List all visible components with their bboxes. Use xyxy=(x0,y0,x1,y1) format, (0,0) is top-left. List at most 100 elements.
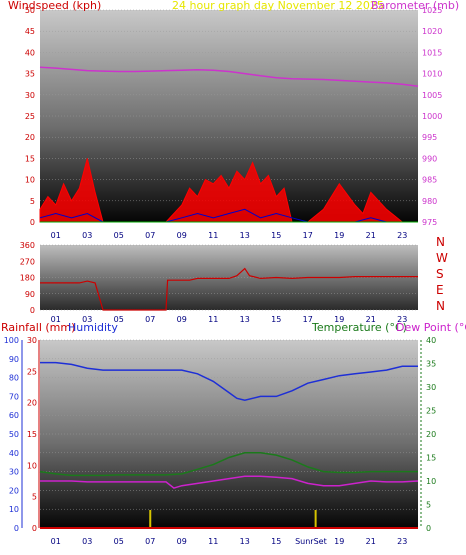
baro-right-tick-1005: 1005 xyxy=(422,91,442,100)
climate-x-tick-19: 19 xyxy=(334,537,344,546)
climate-axes: 0102030405060708090100051015202530051015… xyxy=(4,336,436,546)
wind-left-tick-30: 30 xyxy=(25,91,35,100)
dir-x-tick-01: 01 xyxy=(51,315,61,324)
compass-label-0: N xyxy=(436,235,445,249)
wind-left-tick-10: 10 xyxy=(25,176,35,185)
dir-x-tick-19: 19 xyxy=(334,315,344,324)
wind-x-tick-11: 11 xyxy=(208,231,218,240)
baro-right-tick-980: 980 xyxy=(422,197,437,206)
temp-tick-35: 35 xyxy=(426,360,436,369)
humidity-tick-90: 90 xyxy=(9,355,19,364)
compass-label-1: W xyxy=(436,251,448,265)
climate-x-tick-03: 03 xyxy=(82,537,92,546)
rain-tick-5: 5 xyxy=(32,493,37,502)
dir-x-tick-23: 23 xyxy=(397,315,407,324)
wind-x-tick-13: 13 xyxy=(240,231,250,240)
humidity-tick-0: 0 xyxy=(14,524,19,533)
temperature-label: Temperature (°C) xyxy=(311,321,407,334)
temp-tick-0: 0 xyxy=(426,524,431,533)
rain-tick-0: 0 xyxy=(32,524,37,533)
humidity-tick-60: 60 xyxy=(9,411,19,420)
dir-x-tick-05: 05 xyxy=(114,315,124,324)
dir-left-tick-0: 0 xyxy=(30,306,35,315)
wind-x-tick-09: 09 xyxy=(177,231,187,240)
baro-right-tick-1010: 1010 xyxy=(422,70,442,79)
compass-label-4: N xyxy=(436,299,445,313)
temperature-series xyxy=(39,452,418,477)
humidity-series xyxy=(40,361,418,401)
rain-tick-15: 15 xyxy=(27,430,37,439)
baro-right-tick-1015: 1015 xyxy=(422,48,442,57)
wind-left-tick-35: 35 xyxy=(25,70,35,79)
baro-right-tick-985: 985 xyxy=(422,176,437,185)
wind-speed-label: Windspeed (kph) xyxy=(8,0,101,12)
sun-label: SunrSet xyxy=(295,537,327,546)
wind-x-tick-19: 19 xyxy=(334,231,344,240)
dir-x-tick-21: 21 xyxy=(366,315,376,324)
dir-x-tick-15: 15 xyxy=(271,315,281,324)
wind-x-tick-15: 15 xyxy=(271,231,281,240)
humidity-tick-10: 10 xyxy=(9,505,19,514)
temp-tick-20: 20 xyxy=(426,430,436,439)
wind-left-tick-0: 0 xyxy=(30,218,35,227)
direction-series xyxy=(40,267,418,311)
compass-label-3: E xyxy=(436,283,444,297)
baro-right-tick-1025: 1025 xyxy=(422,6,442,15)
climate-x-tick-07: 07 xyxy=(145,537,155,546)
direction-axes: 0 90 180 270 360 01 03 05 07 09 11 13 15 17 19 21 23 xyxy=(20,241,408,324)
temp-tick-25: 25 xyxy=(426,407,436,416)
wind-left-tick-15: 15 xyxy=(25,154,35,163)
rain-tick-30: 30 xyxy=(27,336,37,345)
humidity-tick-30: 30 xyxy=(9,468,19,477)
dir-x-tick-03: 03 xyxy=(82,315,92,324)
wind-direction-series xyxy=(40,267,418,311)
dew-point-label: Dew Point (°C) xyxy=(396,321,466,334)
climate-x-tick-13: 13 xyxy=(240,537,250,546)
temp-tick-40: 40 xyxy=(426,336,436,345)
wind-x-tick-21: 21 xyxy=(366,231,376,240)
compass-label-2: S xyxy=(436,267,444,281)
dir-left-tick-360: 360 xyxy=(20,241,35,250)
dir-left-tick-180: 180 xyxy=(20,274,35,283)
humidity-label: Humidity xyxy=(68,321,118,334)
wind-speed-series xyxy=(39,158,418,223)
wind-x-tick-07: 07 xyxy=(145,231,155,240)
wind-left-tick-45: 45 xyxy=(25,27,35,36)
climate-x-tick-05: 05 xyxy=(114,537,124,546)
dir-left-tick-270: 270 xyxy=(20,257,35,266)
wind-axes: 0510152025303540455097598098599099510001… xyxy=(25,6,443,240)
dir-x-tick-17: 17 xyxy=(303,315,313,324)
rainfall-label: Rainfall (mm) xyxy=(1,321,75,334)
wind-x-tick-23: 23 xyxy=(397,231,407,240)
temp-tick-10: 10 xyxy=(426,477,436,486)
wind-x-tick-05: 05 xyxy=(114,231,124,240)
dir-left-tick-90: 90 xyxy=(25,290,35,299)
climate-x-tick-01: 01 xyxy=(51,537,61,546)
temp-tick-30: 30 xyxy=(426,383,436,392)
wind-left-tick-5: 5 xyxy=(30,197,35,206)
dir-x-tick-07: 07 xyxy=(145,315,155,324)
baro-right-tick-1000: 1000 xyxy=(422,112,442,121)
climate-x-tick-21: 21 xyxy=(366,537,376,546)
wind-left-tick-20: 20 xyxy=(25,133,35,142)
humidity-tick-70: 70 xyxy=(9,392,19,401)
climate-x-tick-15: 15 xyxy=(271,537,281,546)
humidity-tick-100: 100 xyxy=(4,336,19,345)
humidity-tick-40: 40 xyxy=(9,449,19,458)
baro-right-tick-995: 995 xyxy=(422,133,437,142)
baro-right-tick-990: 990 xyxy=(422,154,437,163)
wind-left-tick-50: 50 xyxy=(25,6,35,15)
baro-right-tick-1020: 1020 xyxy=(422,27,442,36)
dew-point-series xyxy=(40,475,419,489)
wind-left-tick-40: 40 xyxy=(25,48,35,57)
barometer-series xyxy=(39,66,419,88)
temp-tick-15: 15 xyxy=(426,454,436,463)
wind-x-tick-17: 17 xyxy=(303,231,313,240)
humidity-tick-50: 50 xyxy=(9,430,19,439)
climate-series xyxy=(39,361,419,529)
dir-x-tick-13: 13 xyxy=(240,315,250,324)
humidity-tick-80: 80 xyxy=(9,374,19,383)
temp-tick-5: 5 xyxy=(426,501,431,510)
